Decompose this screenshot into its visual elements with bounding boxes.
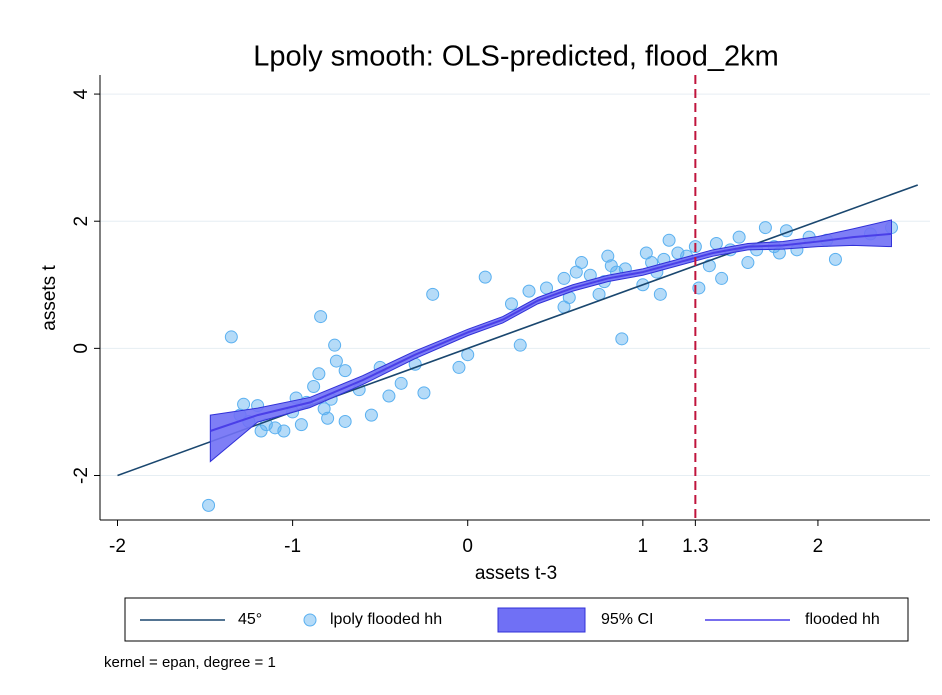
point [557,271,571,285]
point [317,402,331,416]
point [540,281,554,295]
point [662,233,676,247]
point [702,259,716,273]
point [237,397,251,411]
point [277,424,291,438]
point [522,284,536,298]
legend-label: 45° [238,611,262,628]
legend-swatch [497,607,586,633]
point [478,270,492,284]
point [709,236,723,250]
legend-label: flooded hh [805,611,880,628]
x-tick-label: -2 [109,536,126,557]
point [224,330,238,344]
point [653,287,667,301]
x-tick-label: 1.3 [682,536,708,557]
legend-swatch [303,613,317,627]
note: kernel = epan, degree = 1 [104,654,276,671]
ci-band [209,219,892,463]
point [732,230,746,244]
point [394,376,408,390]
point [338,364,352,378]
line [209,232,892,432]
point [312,367,326,381]
point [417,386,431,400]
point [575,256,589,270]
legend-box [124,597,909,642]
y-tick-label: 0 [71,343,92,354]
point [328,338,342,352]
point [615,332,629,346]
point [513,338,527,352]
y-tick-label: 4 [71,88,92,99]
x-axis-label: assets t-3 [475,563,557,584]
point [426,287,440,301]
point [321,411,335,425]
legend-label: lpoly flooded hh [330,611,442,628]
point [382,389,396,403]
point [364,408,378,422]
point [202,498,216,512]
point [307,380,321,393]
point [504,297,518,311]
x-tick-label: 2 [813,536,824,557]
point [758,221,772,235]
point [828,252,842,266]
y-tick-label: 2 [71,216,92,227]
point [294,418,308,432]
y-axis-label: assets t [39,265,60,331]
point [741,256,755,270]
y-tick-label: -2 [71,467,92,484]
x-tick-label: -1 [284,536,301,557]
x-tick-label: 1 [638,536,649,557]
point [715,271,729,285]
x-tick-label: 0 [462,536,473,557]
legend-label: 95% CI [601,611,653,628]
point [452,360,466,374]
chart-title: Lpoly smooth: OLS-predicted, flood_2km [253,41,779,73]
point [329,354,343,368]
point [338,414,352,428]
point [314,310,328,324]
point [601,249,615,263]
